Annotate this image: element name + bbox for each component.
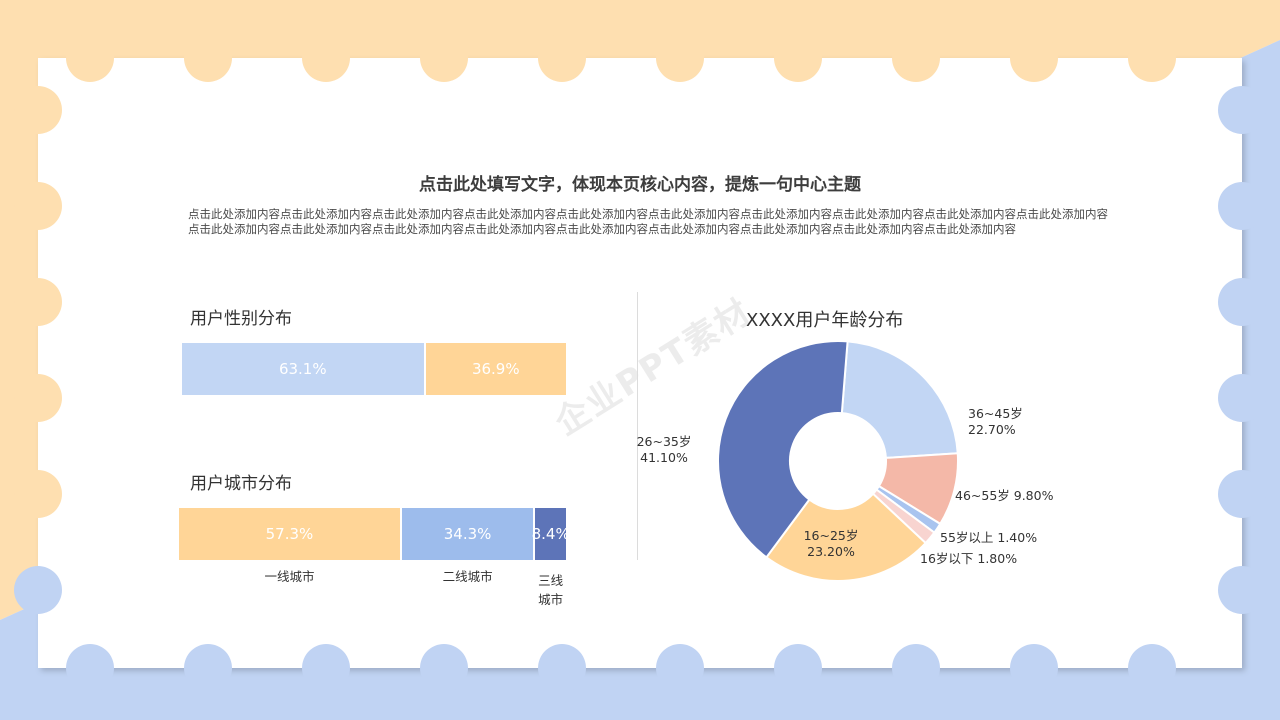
city-category-label-tier3: 三线城市 <box>538 573 564 607</box>
city-category-label-tier2: 二线城市 <box>442 569 493 584</box>
divider <box>637 292 638 560</box>
donut-slice-6 <box>717 340 849 559</box>
gender-bar-segment-2: 36.9% <box>424 342 567 396</box>
body-text[interactable]: 点击此处添加内容点击此处添加内容点击此处添加内容点击此处添加内容点击此处添加内容… <box>188 207 1108 236</box>
donut-label-5: 16~25岁 23.20% <box>804 528 859 559</box>
donut-label-3: 55岁以上 1.40% <box>940 530 1037 545</box>
donut-label-6: 26~35岁 41.10% <box>637 434 692 465</box>
city-bar-segment-tier3: 8.4% <box>532 507 570 561</box>
city-bar-segment-tier2: 34.3% <box>400 507 535 561</box>
donut-label-1: 36~45岁 22.70% <box>968 406 1023 437</box>
donut-label-2: 46~55岁 9.80% <box>955 488 1054 503</box>
donut-slice-5 <box>765 492 928 582</box>
gender-chart-title: 用户性别分布 <box>190 309 292 329</box>
donut-label-4: 16岁以下 1.80% <box>920 551 1017 566</box>
headline[interactable]: 点击此处填写文字，体现本页核心内容，提炼一句中心主题 <box>419 175 861 195</box>
age-chart-title: XXXX用户年龄分布 <box>746 310 904 331</box>
gender-bar-segment-1: 63.1% <box>181 342 425 396</box>
city-chart-title: 用户城市分布 <box>190 474 292 494</box>
city-category-label-tier1: 一线城市 <box>264 569 315 584</box>
city-bar-segment-tier1: 57.3% <box>178 507 401 561</box>
donut-slice-1 <box>840 340 959 459</box>
